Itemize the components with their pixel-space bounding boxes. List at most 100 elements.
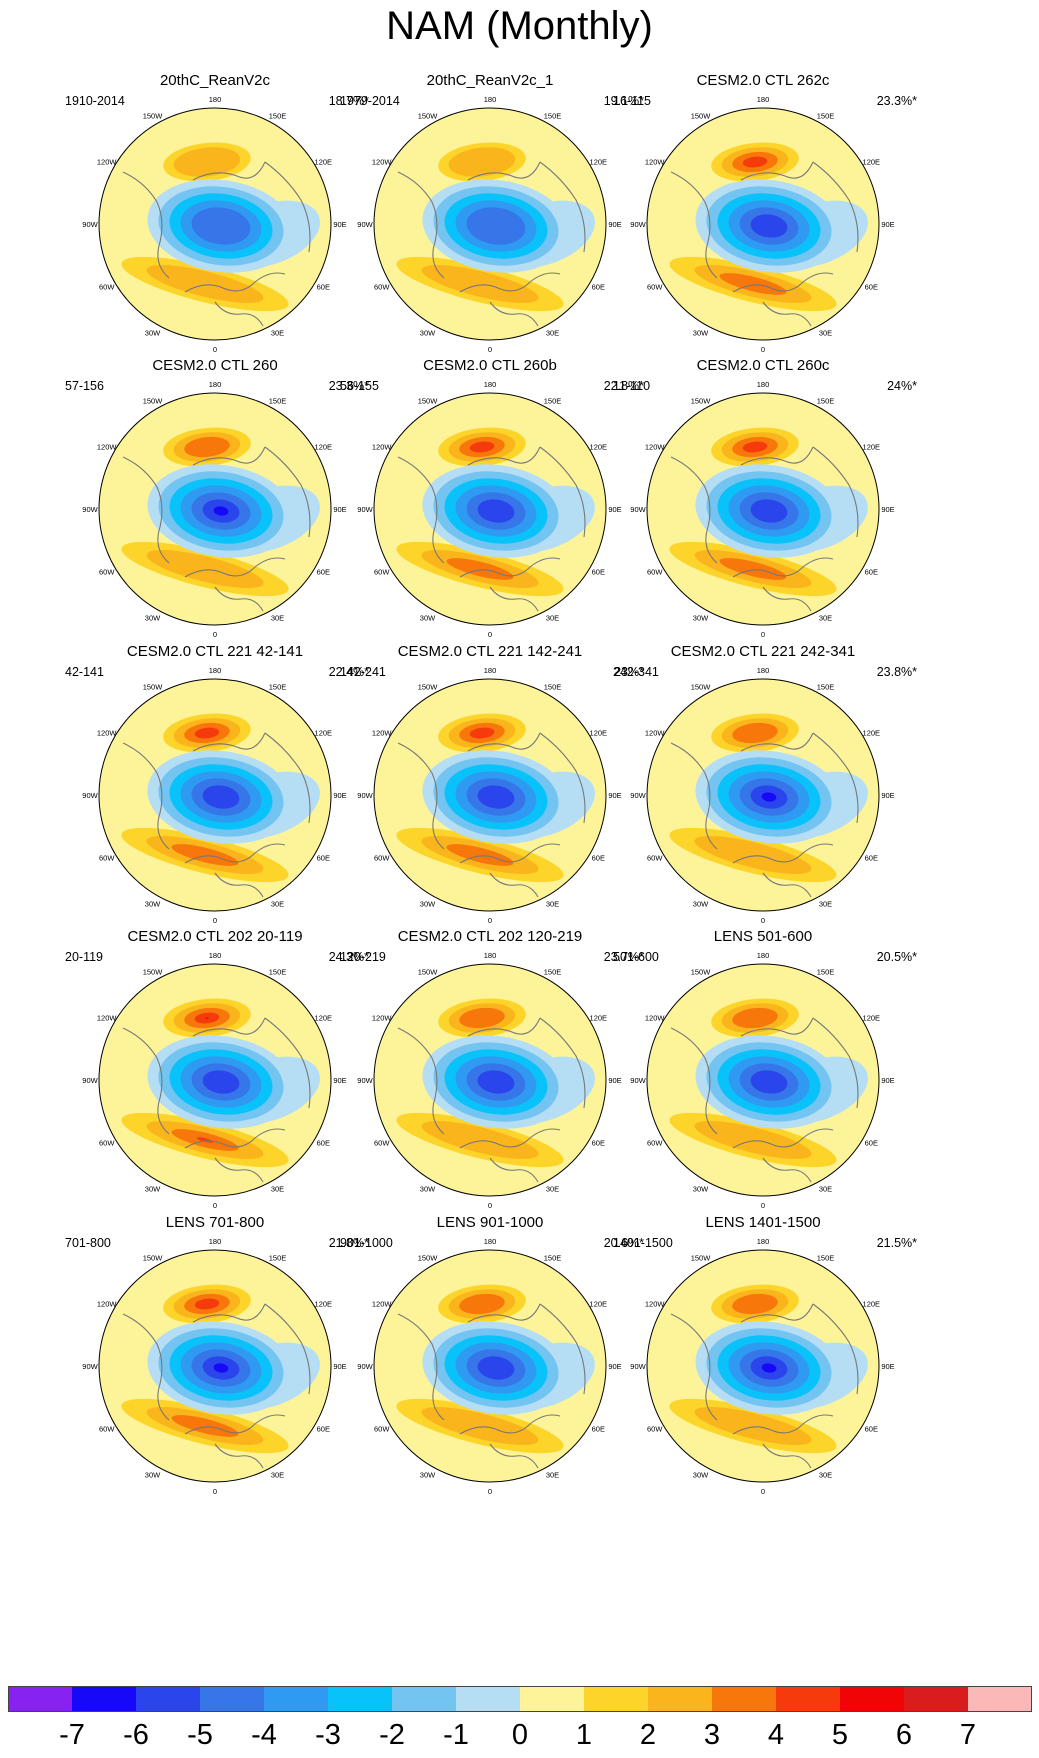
- longitude-label: 120E: [863, 443, 881, 452]
- map-panel: 20thC_ReanV2c_1 1979-2014 19.1%* 180 150E 120…: [340, 72, 660, 372]
- longitude-label: 60W: [99, 854, 115, 863]
- map-border: [646, 678, 880, 912]
- coastline: [812, 161, 859, 253]
- coastline: [732, 557, 834, 578]
- longitude-label: 90E: [333, 791, 346, 800]
- panel-period: 20-119: [65, 950, 103, 964]
- colorbar-tick-label: 2: [639, 1719, 657, 1751]
- longitude-label: 30W: [420, 613, 436, 622]
- longitude-label: 0: [488, 916, 492, 925]
- longitude-label: 180: [209, 380, 222, 389]
- longitude-label: 0: [213, 1201, 217, 1210]
- longitude-label: 90E: [608, 791, 621, 800]
- longitude-label: 30E: [271, 1470, 284, 1479]
- arctic-negative-contour: [202, 1070, 240, 1094]
- longitude-label: 30W: [420, 899, 436, 908]
- longitude-label: 30W: [693, 328, 709, 337]
- coastline: [264, 161, 311, 253]
- panel-variance-percent: 21.8%*: [328, 1236, 369, 1250]
- longitude-label: 60W: [99, 283, 115, 292]
- longitude-label: 30E: [819, 899, 832, 908]
- panel-title: LENS 701-800: [165, 1214, 265, 1231]
- longitude-label: 150E: [817, 397, 835, 406]
- coastline: [214, 586, 264, 612]
- map-border: [646, 1249, 880, 1483]
- coastline: [732, 1414, 834, 1435]
- polar-map: 180 150E 120E 90E 60E 30E 0 30W 60W 90W 120W 150W: [82, 1237, 346, 1496]
- coastline: [122, 171, 170, 279]
- panel-period: 242-341: [613, 665, 659, 679]
- atlantic-positive-contour: [421, 1120, 539, 1160]
- panel-period: 56-155: [340, 379, 379, 393]
- coastline: [467, 732, 541, 752]
- coastline: [740, 1017, 814, 1037]
- coastline: [467, 1017, 541, 1037]
- longitude-label: 90W: [357, 505, 373, 514]
- polar-map: 180 150E 120E 90E 60E 30E 0 30W 60W 90W 120W 150W: [630, 380, 894, 639]
- map-panel: LENS 501-600 501-600 20.5%* 180 150E 120E 90E 6…: [613, 928, 933, 1228]
- longitude-label: 120E: [315, 443, 333, 452]
- panel-period: 1910-2014: [65, 94, 125, 108]
- longitude-label: 150W: [418, 397, 439, 406]
- longitude-label: 120E: [863, 1300, 881, 1309]
- pacific-positive-contour: [173, 147, 241, 177]
- longitude-label: 0: [213, 630, 217, 639]
- coastline: [214, 1157, 264, 1183]
- polar-map: 180 150E 120E 90E 60E 30E 0 30W 60W 90W 120W 150W: [357, 666, 621, 925]
- coastline: [670, 456, 718, 564]
- longitude-label: 60E: [592, 1139, 605, 1148]
- longitude-label: 90W: [357, 1076, 373, 1085]
- map-border: [646, 963, 880, 1197]
- longitude-label: 90E: [333, 505, 346, 514]
- longitude-label: 90E: [608, 1076, 621, 1085]
- map-border: [373, 107, 607, 341]
- panel-period: 1979-2014: [340, 94, 400, 108]
- coastline: [489, 586, 539, 612]
- longitude-label: 150W: [691, 1254, 712, 1263]
- panel-variance-percent: 22.8%*: [603, 379, 644, 393]
- panel-title: CESM2.0 CTL 260b: [423, 357, 557, 374]
- anomaly-field: [99, 679, 331, 911]
- longitude-label: 150E: [817, 683, 835, 692]
- longitude-label: 0: [488, 1487, 492, 1496]
- atlantic-positive-contour: [694, 1406, 812, 1446]
- longitude-label: 60W: [99, 1425, 115, 1434]
- longitude-label: 90E: [333, 1076, 346, 1085]
- longitude-label: 120W: [372, 1014, 393, 1023]
- longitude-label: 120W: [372, 1300, 393, 1309]
- longitude-label: 90W: [82, 1076, 98, 1085]
- longitude-label: 30E: [819, 328, 832, 337]
- colorbar-segment: [520, 1686, 585, 1712]
- longitude-label: 120W: [372, 158, 393, 167]
- arctic-negative-contour: [466, 207, 526, 245]
- coastline: [812, 732, 859, 824]
- anomaly-field: [647, 1250, 879, 1482]
- panel-title: CESM2.0 CTL 260c: [696, 357, 830, 374]
- polar-map: 180 150E 120E 90E 60E 30E 0 30W 60W 90W 120W 150W: [630, 1237, 894, 1496]
- longitude-label: 120E: [590, 729, 608, 738]
- polar-map: 180 150E 120E 90E 60E 30E 0 30W 60W 90W 120W 150W: [82, 380, 346, 639]
- coastline: [762, 1157, 812, 1183]
- panel-variance-percent: 23.3%*: [328, 379, 369, 393]
- longitude-label: 90E: [608, 1362, 621, 1371]
- longitude-label: 60E: [865, 1425, 878, 1434]
- longitude-label: 0: [488, 345, 492, 354]
- longitude-label: 120W: [97, 1300, 118, 1309]
- coastline: [184, 1414, 286, 1435]
- map-border: [98, 392, 332, 626]
- longitude-label: 90E: [881, 220, 894, 229]
- polar-map: 180 150E 120E 90E 60E 30E 0 30W 60W 90W 120W 150W: [82, 666, 346, 925]
- panel-title: CESM2.0 CTL 260: [152, 357, 278, 374]
- coastline: [740, 732, 814, 752]
- anomaly-field: [647, 108, 879, 340]
- longitude-label: 150E: [269, 683, 287, 692]
- longitude-label: 60W: [647, 283, 663, 292]
- coastline: [397, 1313, 445, 1421]
- colorbar-frame: [8, 1686, 1032, 1712]
- longitude-label: 30W: [145, 899, 161, 908]
- anomaly-field: [99, 393, 331, 625]
- map-border: [98, 678, 332, 912]
- longitude-label: 120E: [315, 158, 333, 167]
- longitude-label: 90W: [82, 1362, 98, 1371]
- map-panel: CESM2.0 CTL 260c 11-110 24%* 180 150E 120E 90E…: [613, 357, 933, 657]
